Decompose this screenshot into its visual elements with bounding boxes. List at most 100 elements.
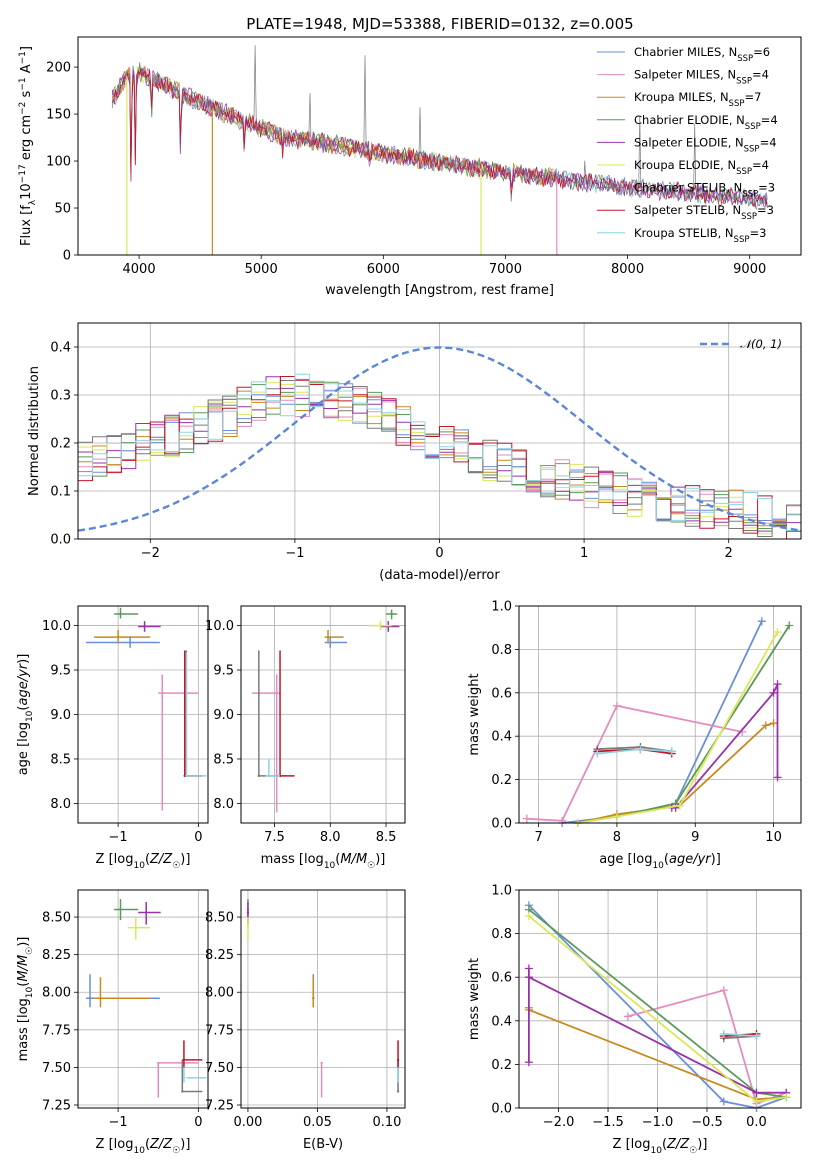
- errorbars: [252, 609, 400, 813]
- weight-marker: [522, 814, 531, 823]
- legend: Chabrier MILES, NSSP=6 Salpeter MILES, NS…: [597, 45, 778, 245]
- weight-marker: [752, 1088, 761, 1097]
- y-tick-label: 0: [63, 249, 71, 264]
- scatter-panel: 7.5 8.0 8.5 8.0 8.5 9.0 9.5 10.0 mass [log10(M/M…: [205, 605, 406, 871]
- histograms: [78, 346, 801, 539]
- x-tick-label: −2: [141, 546, 160, 561]
- x-tick-label: 8.0: [320, 830, 341, 845]
- histogram-series: [78, 373, 801, 531]
- chart-title: PLATE=1948, MJD=53388, FIBERID=0132, z=0…: [246, 15, 633, 33]
- data-point: [396, 1076, 400, 1080]
- grid-lines: [241, 606, 405, 823]
- legend-label: Salpeter ELODIE, NSSP=4: [634, 135, 777, 154]
- x-axis-label: Z [log10(Z/Z☉)]: [613, 1137, 708, 1156]
- weight-marker: [612, 701, 621, 710]
- x-tick-label: −1: [109, 830, 128, 845]
- y-axis-label: mass [log10(M/M☉)]: [16, 937, 35, 1062]
- weight-series-line: [577, 631, 779, 824]
- data-point: [396, 1058, 400, 1062]
- weight-marker: [524, 1058, 533, 1067]
- weight-marker: [782, 1093, 791, 1102]
- y-axis-label: Flux [fλ10−17 erg cm−2 s−1 A−1]: [18, 46, 38, 246]
- weight-marker: [719, 1029, 728, 1038]
- weight-marker: [752, 1032, 761, 1041]
- data-point: [157, 1061, 160, 1065]
- plot-frame: [77, 36, 802, 256]
- x-tick-label: 5000: [245, 262, 278, 277]
- weight-marker: [623, 1012, 632, 1021]
- y-tick-label: 7.50: [42, 1061, 71, 1076]
- y-tick-label: 1.0: [491, 600, 512, 615]
- weight-series-line: [561, 620, 763, 824]
- y-axis-label: mass weight: [467, 958, 482, 1040]
- spectrum-series-line: [111, 45, 768, 207]
- y-tick-label: 8.0: [213, 797, 234, 812]
- x-tick-label: 0: [194, 1115, 202, 1130]
- x-tick-label: −1: [109, 1115, 128, 1130]
- x-tick-label: 7000: [489, 262, 522, 277]
- x-tick-label: 1: [580, 546, 588, 561]
- plot-frame: [77, 889, 209, 1109]
- y-tick-label: 8.5: [213, 752, 234, 767]
- y-tick-label: 0.1: [50, 485, 71, 500]
- data-point: [379, 624, 382, 627]
- weight-marker: [769, 688, 778, 697]
- x-tick-label: 9000: [733, 262, 766, 277]
- legend-label: Salpeter STELIB, NSSP=3: [634, 203, 774, 222]
- x-tick-label: 2: [725, 546, 733, 561]
- y-axis-label: age [log10(age/yr)]: [16, 654, 35, 776]
- x-tick-label: 6000: [367, 262, 400, 277]
- x-axis-label: E(B-V): [303, 1137, 343, 1152]
- legend-label: Kroupa STELIB, NSSP=3: [634, 226, 766, 245]
- data-point: [396, 1090, 400, 1093]
- x-tick-label: 0.10: [372, 1115, 401, 1130]
- y-tick-label: 7.50: [205, 1061, 234, 1076]
- weight-marker: [752, 1097, 761, 1106]
- weight-series-line: [577, 625, 791, 824]
- weight-marker: [612, 812, 621, 821]
- y-tick-label: 8.0: [50, 797, 71, 812]
- spectrum-lines: [111, 45, 768, 255]
- data-point: [181, 1090, 184, 1093]
- x-axis-label: mass [log10(M/M☉)]: [261, 852, 386, 871]
- y-tick-label: 0.0: [491, 817, 512, 832]
- y-tick-label: 9.0: [213, 708, 234, 723]
- grid-lines: [241, 890, 405, 1108]
- data-point: [119, 612, 122, 616]
- data-point: [275, 691, 278, 695]
- x-tick-label: 9: [691, 830, 699, 845]
- y-tick-label: 7.75: [42, 1023, 71, 1038]
- plot-frame: [518, 889, 802, 1109]
- grid-lines: [78, 606, 208, 823]
- errorbars: [86, 607, 207, 811]
- data-point: [88, 997, 92, 1000]
- y-tick-label: 0.6: [491, 971, 512, 986]
- y-tick-label: 10.0: [205, 619, 234, 634]
- legend-label: Kroupa ELODIE, NSSP=4: [634, 158, 769, 177]
- y-tick-label: 0.0: [50, 533, 71, 548]
- y-tick-label: 0.4: [491, 730, 512, 745]
- y-tick-label: 0.8: [491, 643, 512, 658]
- weight-marker: [769, 719, 778, 728]
- weight-marker: [761, 721, 770, 730]
- x-tick-label: 0: [194, 830, 202, 845]
- y-tick-label: 0.2: [491, 1058, 512, 1073]
- y-tick-label: 9.5: [213, 664, 234, 679]
- weight-marker: [675, 801, 684, 810]
- y-tick-label: 0.2: [491, 773, 512, 788]
- y-tick-label: 8.25: [205, 948, 234, 963]
- weight-marker: [636, 745, 645, 754]
- weight-lines: [524, 901, 791, 1112]
- x-tick-label: 0: [435, 546, 443, 561]
- grid-lines: [78, 890, 208, 1108]
- plot-frame: [518, 605, 802, 824]
- x-tick-label: 7: [534, 830, 542, 845]
- y-tick-label: 0.4: [50, 341, 71, 356]
- data-point: [182, 1076, 186, 1080]
- y-tick-label: 1.0: [491, 884, 512, 899]
- data-point: [257, 774, 261, 778]
- data-point: [116, 635, 120, 639]
- data-point: [246, 911, 250, 914]
- x-tick-label: 8.5: [376, 830, 397, 845]
